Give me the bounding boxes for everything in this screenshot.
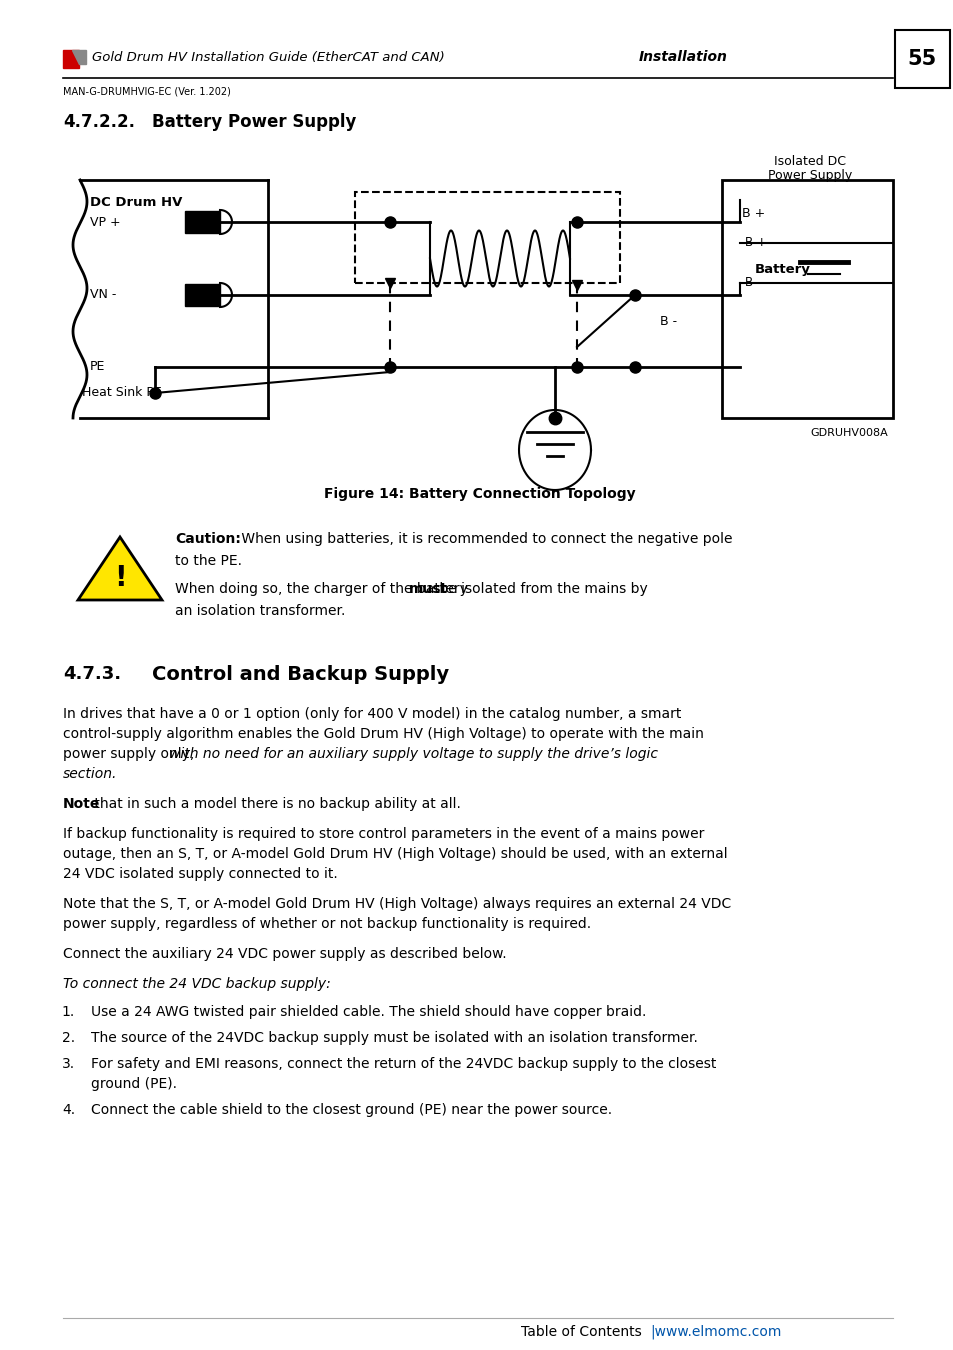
Text: Power Supply: Power Supply [767,169,851,182]
Text: Battery Power Supply: Battery Power Supply [152,113,356,131]
Bar [185,284,220,306]
Text: B +: B + [741,207,764,220]
Bar [721,180,892,418]
Text: Gold Drum HV Installation Guide (EtherCAT and CAN): Gold Drum HV Installation Guide (EtherCA… [91,50,444,63]
Text: VN -: VN - [90,289,116,301]
Text: Use a 24 AWG twisted pair shielded cable. The shield should have copper braid.: Use a 24 AWG twisted pair shielded cable… [91,1004,646,1019]
Text: Connect the cable shield to the closest ground (PE) near the power source.: Connect the cable shield to the closest … [91,1103,612,1116]
Text: 4.7.2.2.: 4.7.2.2. [63,113,135,131]
Text: Caution:: Caution: [174,532,240,545]
Text: DC Drum HV: DC Drum HV [90,196,182,209]
Polygon shape [78,537,162,599]
Text: Isolated DC: Isolated DC [773,155,845,167]
Polygon shape [71,50,86,63]
Text: ground (PE).: ground (PE). [91,1077,177,1091]
Text: The source of the 24VDC backup supply must be isolated with an isolation transfo: The source of the 24VDC backup supply mu… [91,1031,698,1045]
Bar [185,211,220,234]
Text: 24 VDC isolated supply connected to it.: 24 VDC isolated supply connected to it. [63,867,337,882]
Text: control-supply algorithm enables the Gold Drum HV (High Voltage) to operate with: control-supply algorithm enables the Gol… [63,728,703,741]
Text: B -: B - [744,277,760,289]
Text: be isolated from the mains by: be isolated from the mains by [435,582,647,595]
Text: VP +: VP + [90,216,120,228]
Text: Heat Sink PE: Heat Sink PE [82,386,162,400]
Text: Note that the S, T, or A-model Gold Drum HV (High Voltage) always requires an ex: Note that the S, T, or A-model Gold Drum… [63,896,731,911]
Text: In drives that have a 0 or 1 option (only for 400 V model) in the catalog number: In drives that have a 0 or 1 option (onl… [63,707,680,721]
Text: GDRUHV008A: GDRUHV008A [809,428,887,437]
Text: B +: B + [744,236,766,250]
Text: !: ! [113,564,126,593]
Text: Control and Backup Supply: Control and Backup Supply [152,666,449,684]
Text: B -: B - [659,315,677,328]
Text: Figure 14: Battery Connection Topology: Figure 14: Battery Connection Topology [324,487,635,501]
Bar [355,192,619,284]
Bar [63,50,79,68]
Text: When using batteries, it is recommended to connect the negative pole: When using batteries, it is recommended … [236,532,732,545]
Text: 4.7.3.: 4.7.3. [63,666,121,683]
Text: power supply, regardless of whether or not backup functionality is required.: power supply, regardless of whether or n… [63,917,591,932]
Text: Installation: Installation [639,50,727,63]
Text: If backup functionality is required to store control parameters in the event of : If backup functionality is required to s… [63,828,703,841]
Text: section.: section. [63,767,117,782]
Text: MAN-G-DRUMHVIG-EC (Ver. 1.202): MAN-G-DRUMHVIG-EC (Ver. 1.202) [63,86,231,97]
Text: to the PE.: to the PE. [174,554,242,568]
Text: 55: 55 [906,49,936,69]
Text: 1.: 1. [62,1004,75,1019]
Text: 3.: 3. [62,1057,75,1071]
Text: PE: PE [90,360,105,374]
Text: For safety and EMI reasons, connect the return of the 24VDC backup supply to the: For safety and EMI reasons, connect the … [91,1057,716,1071]
Text: that in such a model there is no backup ability at all.: that in such a model there is no backup … [91,796,460,811]
Text: an isolation transformer.: an isolation transformer. [174,603,345,618]
Text: Note: Note [63,796,100,811]
Text: When doing so, the charger of the battery: When doing so, the charger of the batter… [174,582,472,595]
Text: Connect the auxiliary 24 VDC power supply as described below.: Connect the auxiliary 24 VDC power suppl… [63,946,506,961]
Text: 4.: 4. [62,1103,75,1116]
Text: To connect the 24 VDC backup supply:: To connect the 24 VDC backup supply: [63,977,331,991]
Text: Table of Contents: Table of Contents [520,1324,641,1339]
Text: must: must [409,582,448,595]
Text: 2.: 2. [62,1031,75,1045]
Bar [894,30,949,88]
Text: with no need for an auxiliary supply voltage to supply the drive’s logic: with no need for an auxiliary supply vol… [169,747,658,761]
Text: power supply only,: power supply only, [63,747,198,761]
Text: outage, then an S, T, or A-model Gold Drum HV (High Voltage) should be used, wit: outage, then an S, T, or A-model Gold Dr… [63,846,727,861]
Text: |www.elmomc.com: |www.elmomc.com [649,1324,781,1339]
Text: Battery: Battery [754,262,810,275]
